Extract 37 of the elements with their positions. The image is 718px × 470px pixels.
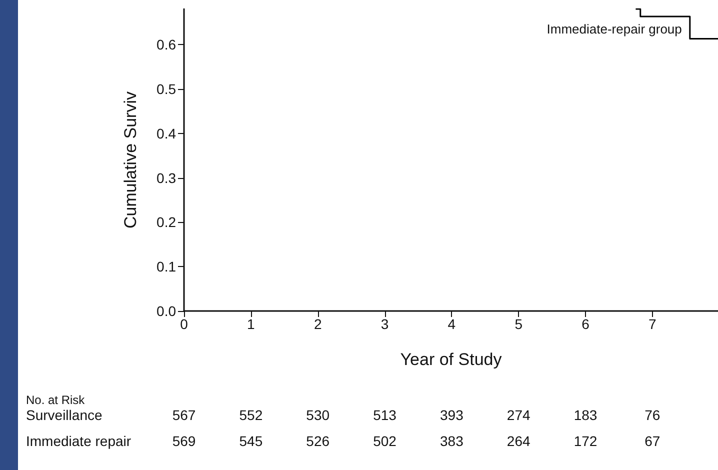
text: 183 <box>574 407 598 423</box>
text: 383 <box>440 433 464 449</box>
y-tick-label: 0.4 <box>156 125 176 142</box>
text: 552 <box>239 407 263 423</box>
y-tick-label: 0.3 <box>156 170 176 186</box>
text: 526 <box>306 433 330 449</box>
x-tick-label: 7 <box>648 316 657 332</box>
y-tick-label: 0.6 <box>156 36 176 53</box>
y-tick-label: 0.2 <box>156 214 176 230</box>
text: 502 <box>373 433 397 449</box>
text: 67 <box>644 433 660 449</box>
text: 274 <box>506 407 530 423</box>
x-tick-label: 3 <box>380 316 389 332</box>
y-tick-label: 0.1 <box>156 258 176 275</box>
text: 393 <box>440 407 464 423</box>
x-tick-label: 2 <box>314 316 322 332</box>
text: 530 <box>306 407 330 423</box>
x-tick-label: 5 <box>514 316 523 332</box>
text: 172 <box>574 433 598 449</box>
y-tick-label: 0.5 <box>156 80 176 97</box>
text: Immediate repair <box>26 433 132 449</box>
y-axis-title: Cumulative Surviv <box>121 91 140 228</box>
x-tick-label: 6 <box>582 316 590 332</box>
text: 264 <box>506 433 530 449</box>
text: 76 <box>644 407 660 423</box>
x-axis-title: Year of Study <box>400 350 502 369</box>
text: 545 <box>239 433 263 449</box>
y-tick-label: 0.0 <box>156 303 176 319</box>
text: Surveillance <box>26 407 102 423</box>
text: 567 <box>172 407 196 423</box>
series-label: Immediate-repair group <box>546 22 682 37</box>
x-tick-label: 4 <box>448 316 456 332</box>
x-tick-label: 0 <box>180 316 188 332</box>
text: No. at Risk <box>26 393 86 407</box>
text: 569 <box>172 433 196 449</box>
x-tick-label: 1 <box>247 316 256 332</box>
text: 513 <box>373 407 397 423</box>
